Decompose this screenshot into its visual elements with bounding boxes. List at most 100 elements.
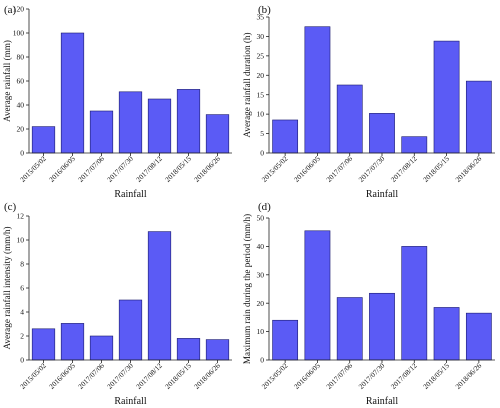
bar <box>336 297 363 361</box>
x-tick-label: 2017/07/30 <box>357 361 387 391</box>
bar <box>369 292 395 361</box>
y-tick-label: 5 <box>260 129 264 138</box>
x-tick-label: 2017/08/12 <box>389 361 419 391</box>
x-tick-label: 2017/07/30 <box>105 361 135 391</box>
panel-label: (d) <box>258 201 271 213</box>
y-tick-label: 120 <box>13 5 25 14</box>
y-axis-label: Average rainfall intensity (mm/h) <box>2 226 12 349</box>
bar <box>465 80 492 154</box>
x-tick-label: 2017/07/06 <box>324 361 354 391</box>
bar <box>31 328 56 361</box>
bar <box>147 98 172 154</box>
bar <box>401 136 428 154</box>
bar <box>89 335 114 361</box>
bar <box>336 84 363 154</box>
y-tick-label: 0 <box>20 149 24 158</box>
y-tick-label: 2 <box>20 332 24 341</box>
y-tick-label: 20 <box>17 125 25 134</box>
bar <box>401 246 428 361</box>
x-tick-label: 2017/08/12 <box>134 361 164 391</box>
y-tick-label: 6 <box>20 284 24 293</box>
bar <box>465 312 492 361</box>
x-tick-label: 2016/06/05 <box>292 154 322 184</box>
x-tick-label: 2017/07/06 <box>76 361 106 391</box>
x-tick-label: 2017/07/06 <box>76 154 106 184</box>
x-tick-label: 2017/07/06 <box>324 154 354 184</box>
x-tick-label: 2015/05/02 <box>18 154 48 184</box>
y-tick-label: 0 <box>260 356 264 365</box>
bar <box>205 114 230 154</box>
y-tick-label: 8 <box>20 260 24 269</box>
bar <box>205 339 230 361</box>
x-tick-label: 2016/06/05 <box>47 361 77 391</box>
y-tick-label: 10 <box>257 327 265 336</box>
y-tick-label: 10 <box>257 110 265 119</box>
bar <box>433 40 460 154</box>
x-tick-label: 2017/07/30 <box>105 154 135 184</box>
bar <box>60 323 85 361</box>
y-tick-label: 0 <box>20 356 24 365</box>
bar <box>176 338 201 361</box>
y-tick-label: 4 <box>20 308 24 317</box>
x-tick-label: 2018/06/26 <box>453 154 483 184</box>
y-tick-label: 25 <box>257 51 265 60</box>
y-tick-label: 50 <box>257 214 265 223</box>
bar <box>176 89 201 154</box>
x-tick-label: 2018/05/15 <box>421 361 451 391</box>
y-tick-label: 80 <box>17 53 25 62</box>
y-tick-label: 10 <box>17 236 25 245</box>
bar <box>60 32 85 154</box>
x-tick-label: 2017/08/12 <box>134 154 164 184</box>
y-axis-label: Average rainfall (mm) <box>2 40 12 122</box>
y-tick-label: 12 <box>17 212 25 221</box>
panel-label: (b) <box>258 4 271 16</box>
x-tick-label: 2018/06/26 <box>192 361 222 391</box>
x-axis-label: Rainfall <box>366 189 398 200</box>
bar <box>272 119 299 154</box>
y-tick-label: 30 <box>257 32 265 41</box>
y-tick-label: 30 <box>257 270 265 279</box>
y-tick-label: 60 <box>17 77 25 86</box>
y-tick-label: 20 <box>257 299 265 308</box>
x-tick-label: 2016/06/05 <box>47 154 77 184</box>
x-tick-label: 2015/05/02 <box>260 361 290 391</box>
panel-label: (c) <box>4 201 17 213</box>
x-tick-label: 2018/05/15 <box>421 154 451 184</box>
bar <box>369 113 395 154</box>
bar <box>433 307 460 361</box>
y-tick-label: 100 <box>13 29 25 38</box>
bar <box>147 231 172 361</box>
x-tick-label: 2018/05/15 <box>163 361 193 391</box>
bar <box>118 299 143 361</box>
x-axis-label: Rainfall <box>114 189 146 200</box>
x-tick-label: 2015/05/02 <box>260 154 290 184</box>
x-tick-label: 2018/05/15 <box>163 154 193 184</box>
x-axis-label: Rainfall <box>366 396 398 407</box>
y-tick-label: 15 <box>257 90 265 99</box>
y-tick-label: 0 <box>260 149 264 158</box>
y-axis-label: Maximum rain during the period (mm/h) <box>242 214 252 364</box>
x-tick-label: 2016/06/05 <box>292 361 322 391</box>
bar <box>304 230 331 361</box>
x-tick-label: 2017/08/12 <box>389 154 419 184</box>
x-tick-label: 2018/06/26 <box>192 154 222 184</box>
x-tick-label: 2015/05/02 <box>18 361 48 391</box>
bar <box>272 319 299 361</box>
y-tick-label: 40 <box>257 242 265 251</box>
y-tick-label: 35 <box>257 13 265 22</box>
bar <box>304 26 331 154</box>
x-tick-label: 2018/06/26 <box>453 361 483 391</box>
y-tick-label: 20 <box>257 71 265 80</box>
x-axis-label: Rainfall <box>114 396 146 407</box>
y-axis-label: Average rainfall duration (h) <box>242 32 252 137</box>
y-tick-label: 40 <box>17 101 25 110</box>
bar <box>89 110 114 154</box>
panel-label: (a) <box>4 4 17 16</box>
bar <box>118 91 143 154</box>
x-tick-label: 2017/07/30 <box>357 154 387 184</box>
